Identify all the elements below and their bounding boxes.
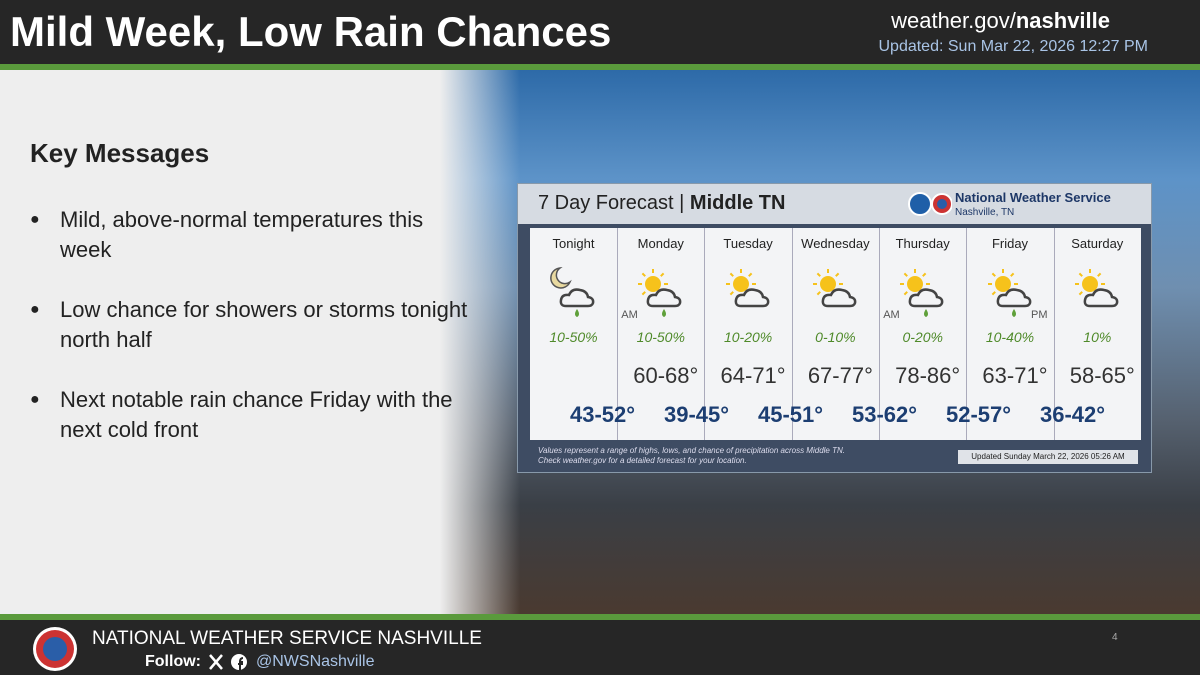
handle[interactable]: @NWSNashville <box>256 653 375 670</box>
follow-label: Follow: <box>145 653 201 670</box>
forecast-region: Middle TN <box>689 192 786 214</box>
low-temp: 52-57° <box>946 402 1012 427</box>
day-column: Wednesday 0-10% 67-77° <box>792 228 880 440</box>
high-temp: 58-65° <box>1069 363 1135 388</box>
period: AM <box>883 309 900 321</box>
day-name: Monday <box>637 236 684 251</box>
weather-icon <box>1074 269 1119 308</box>
low-temp: 36-42° <box>1040 402 1106 427</box>
weather-icon <box>900 269 944 317</box>
forecast-office: National Weather Service <box>955 190 1111 205</box>
note-line: Check weather.gov for a detailed forecas… <box>538 456 747 465</box>
weather-icon <box>812 269 857 308</box>
note-line: Values represent a range of highs, lows,… <box>538 446 845 455</box>
key-messages-heading: Key Messages <box>30 138 210 168</box>
site: weather.gov/ <box>891 8 1016 33</box>
day-column: Thursday AM 0-20% 78-86° <box>879 228 968 440</box>
high-temp: 78-86° <box>895 363 961 388</box>
weather-icon <box>638 269 682 317</box>
key-message: Low chance for showers or storms tonight… <box>30 295 480 355</box>
site-link[interactable]: weather.gov/nashville <box>891 8 1110 34</box>
precip-chance: 0-20% <box>902 329 943 345</box>
precip-chance: 10-50% <box>549 329 598 345</box>
page-number: 4 <box>1112 632 1118 643</box>
day-name: Friday <box>991 236 1029 251</box>
high-temp: 67-77° <box>807 363 873 388</box>
period: PM <box>1031 309 1048 321</box>
footer <box>0 614 1200 675</box>
high-temp: 63-71° <box>982 363 1048 388</box>
updated: Updated: Sun Mar 22, 2026 12:27 PM <box>878 38 1148 55</box>
forecast-note: Values represent a range of highs, lows,… <box>538 446 845 466</box>
day-column: Friday PM 10-40% 63-71° <box>967 228 1055 440</box>
forecast-title-text: 7 Day Forecast <box>538 192 674 214</box>
low-temp: 45-51° <box>758 402 824 427</box>
day-name: Wednesday <box>801 236 870 251</box>
day-name: Tonight <box>552 236 595 251</box>
low-temp: 43-52° <box>570 402 636 427</box>
weather-icon <box>725 269 769 308</box>
day-name: Thursday <box>895 236 950 251</box>
precip-chance: 10-50% <box>636 329 685 345</box>
forecast-panel: 7 Day Forecast | Middle TN National Weat… <box>517 183 1152 473</box>
weather-icon <box>987 269 1031 317</box>
low-temp: 53-62° <box>852 402 918 427</box>
forecast-title: 7 Day Forecast | Middle TN <box>538 192 786 214</box>
day-column: Saturday 10% 58-65° <box>1054 228 1141 440</box>
forecast-updated: Updated Sunday March 22, 2026 05:26 AM <box>958 450 1138 464</box>
precip-chance: 0-10% <box>815 329 856 345</box>
high-temp: 60-68° <box>633 363 699 388</box>
weather-icon <box>550 267 595 317</box>
forecast-body: Tonight 10-50% Monday AM 10-50% 60-68° Tuesday… <box>530 228 1141 440</box>
forecast-office-location: Nashville, TN <box>955 207 1015 218</box>
forecast-bar: 7 Day Forecast | Middle TN National Weat… <box>518 184 1151 224</box>
precip-chance: 10-40% <box>985 329 1035 345</box>
title: Mild Week, Low Rain Chances <box>10 8 612 55</box>
day-name: Tuesday <box>723 236 773 251</box>
day-column: Monday AM 10-50% 60-68° <box>617 228 706 440</box>
day-column: Tuesday 10-20% 64-71° <box>705 228 793 440</box>
day-name: Saturday <box>1071 236 1124 251</box>
site-bold: nashville <box>1015 8 1110 33</box>
key-message: Mild, above-normal temperatures this wee… <box>30 205 480 265</box>
header <box>0 0 1200 70</box>
nws-logo <box>33 627 77 671</box>
precip-chance: 10% <box>1083 329 1112 345</box>
key-message: Next notable rain chance Friday with the… <box>30 385 480 445</box>
organization: NATIONAL WEATHER SERVICE NASHVILLE <box>92 628 482 649</box>
logos <box>908 192 952 216</box>
low-temp: 39-45° <box>664 402 730 427</box>
high-temp: 64-71° <box>720 363 786 388</box>
social-icons[interactable] <box>208 653 252 671</box>
period: AM <box>621 309 638 321</box>
precip-chance: 10-20% <box>723 329 773 345</box>
day-column: Tonight 10-50% <box>530 228 618 440</box>
